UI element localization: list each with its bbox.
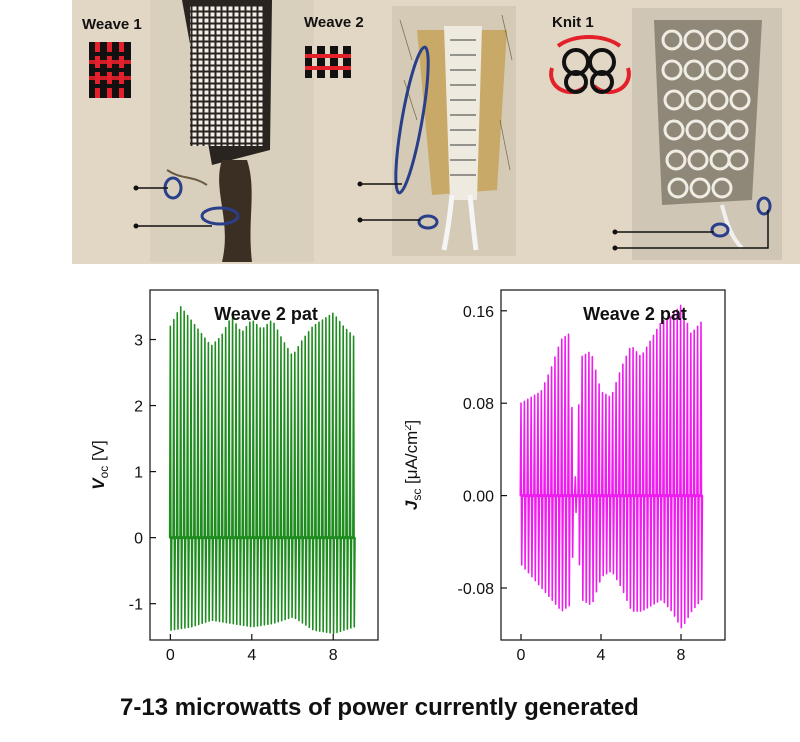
y-tick-label: -0.08 [458, 581, 495, 598]
y-tick-label: 1 [134, 465, 143, 482]
voc-chart-svg: 0 4 8 -1 0 1 2 3 Weave 2 pat Voc [V] [89, 289, 379, 664]
x-tick-label: 8 [677, 647, 686, 664]
chart-annotation: Weave 2 pat [583, 304, 687, 324]
x-tick-label: 4 [597, 647, 606, 664]
knit-1-icon [549, 35, 631, 94]
chart-annotation: Weave 2 pat [214, 304, 318, 324]
y-tick-label: 0.00 [463, 489, 494, 506]
y-tick-label: 3 [134, 333, 143, 350]
y-tick-label: 0 [134, 531, 143, 548]
weave-2-icon [305, 46, 351, 78]
plot-frame [500, 289, 726, 641]
weave-2-label: Weave 2 [304, 14, 364, 31]
y-tick-label: -1 [129, 597, 143, 614]
x-tick-label: 0 [166, 647, 175, 664]
x-tick-label: 4 [247, 647, 256, 664]
weave-1-photo [133, 0, 314, 262]
x-tick-label: 8 [329, 647, 338, 664]
signal-trace [168, 305, 356, 635]
y-tick-label: 2 [134, 399, 143, 416]
caption: 7-13 microwatts of power currently gener… [120, 694, 639, 721]
plot-frame [149, 289, 379, 641]
y-tick-label: 0.16 [463, 304, 494, 321]
fabric-photo-panel: Weave 1 Weave 2 Knit 1 [72, 0, 800, 264]
weave-2-photo [357, 6, 516, 256]
signal-trace [519, 304, 704, 629]
voc-chart: 0 4 8 -1 0 1 2 3 Weave 2 pat Voc [V] [78, 284, 400, 676]
y-axis-label: Jsc [μA/cm2] [405, 420, 424, 510]
y-tick-label: 0.08 [463, 396, 494, 413]
jsc-chart: 0 4 8 -0.08 0.00 0.08 0.16 Weave 2 pat Jsc [μA/c… [402, 284, 745, 676]
knit-1-photo [612, 8, 782, 260]
weave-1-icon [89, 42, 131, 98]
y-axis-label: Voc [V] [89, 440, 111, 490]
weave-1-label: Weave 1 [82, 16, 142, 33]
x-tick-label: 0 [517, 647, 526, 664]
jsc-chart-svg: 0 4 8 -0.08 0.00 0.08 0.16 Weave 2 pat Jsc [μA/c… [402, 289, 726, 664]
knit-1-label: Knit 1 [552, 14, 594, 31]
fabric-photos-illustration [72, 0, 800, 264]
